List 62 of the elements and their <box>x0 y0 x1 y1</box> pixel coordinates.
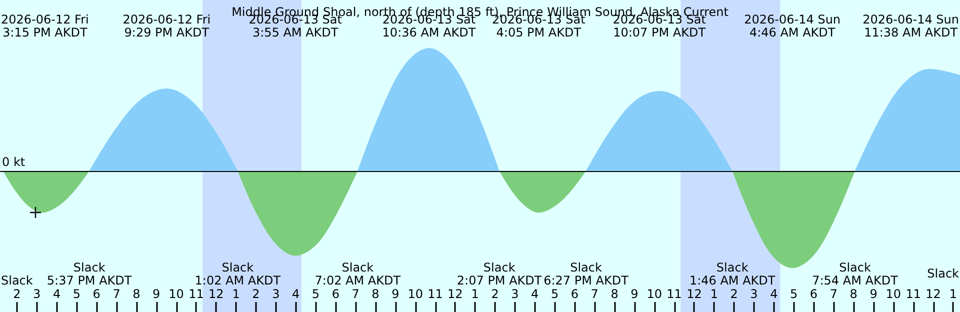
text: 2026-06-12 Fri 9:29 PM AKDT <box>122 12 211 40</box>
x-tick-label: 9 <box>152 287 160 301</box>
x-tick-label: 1 <box>949 287 958 301</box>
x-tick-label: 2 <box>491 287 499 301</box>
annotation: Slack 1:02 AM AKDT <box>194 260 282 288</box>
x-tick-label: 9 <box>870 287 878 301</box>
x-tick-label: 10 <box>646 287 662 301</box>
x-tick-label: 9 <box>392 287 400 301</box>
x-tick-label: 5 <box>790 287 798 301</box>
text: 2026-06-14 Sun 11:38 AM AKDT <box>862 12 960 40</box>
x-tick-label: 2 <box>13 287 21 301</box>
x-tick-label: 1 <box>710 287 718 301</box>
x-tick-label: 12 <box>926 287 941 301</box>
x-tick-label: 11 <box>188 287 204 301</box>
x-tick-label: 7 <box>830 287 838 301</box>
x-tick-label: 11 <box>428 287 443 301</box>
x-tick-label: 3 <box>511 287 519 301</box>
x-tick-label: 2 <box>730 287 738 301</box>
x-tick-label: 7 <box>352 287 360 301</box>
x-tick-label: 4 <box>531 287 539 301</box>
x-tick-label: 8 <box>850 287 858 301</box>
x-tick-label: 11 <box>906 287 921 301</box>
x-tick-label: 1 <box>471 287 479 301</box>
text: 2026-06-14 Sun 4:46 AM AKDT <box>744 12 841 40</box>
x-tick-label: 9 <box>630 287 638 301</box>
x-tick-label: 10 <box>886 287 902 301</box>
x-tick-label: 8 <box>610 287 618 301</box>
x-tick-label: 12 <box>208 287 224 301</box>
x-tick-label: 7 <box>112 287 120 301</box>
x-tick-label: 10 <box>408 287 423 301</box>
ref-line-label: 0 kt <box>2 154 26 169</box>
x-tick-label: 7 <box>590 287 598 301</box>
text: 2026-06-12 Fri 3:15 PM AKDT <box>0 12 89 40</box>
annotation: Slack 5:37 PM AKDT <box>46 260 132 288</box>
annotation: Slack 7:54 AM AKDT <box>812 260 899 288</box>
x-tick-label: 6 <box>570 287 579 301</box>
x-tick-label: 4 <box>52 287 61 301</box>
annotation: Slack 6:27 PM AKDT <box>544 260 630 288</box>
x-tick-label: 6 <box>332 287 340 301</box>
annotation: Slack <box>927 266 960 280</box>
x-tick-label: 8 <box>372 287 380 301</box>
x-tick-label: 5 <box>550 287 559 301</box>
x-tick-label: 4 <box>292 287 300 301</box>
x-tick-label: 8 <box>132 287 140 301</box>
x-tick-label: 6 <box>810 287 818 301</box>
x-tick-label: 5 <box>312 287 320 301</box>
x-tick-label: 12 <box>686 287 702 301</box>
annotation: Slack 1:46 AM AKDT <box>689 260 776 288</box>
text: Slack <box>0 274 33 288</box>
annotation: Slack 2:07 PM AKDT <box>456 260 542 288</box>
annotation: Slack 7:02 AM AKDT <box>314 260 402 288</box>
x-tick-label: 3 <box>272 287 280 301</box>
x-tick-label: 6 <box>92 287 100 301</box>
x-tick-label: 1 <box>232 287 240 301</box>
x-tick-label: 5 <box>72 287 81 301</box>
x-tick-label: 3 <box>750 287 758 301</box>
x-tick-label: 12 <box>448 287 463 301</box>
x-tick-label: 3 <box>33 287 41 301</box>
x-tick-label: 10 <box>168 287 184 301</box>
x-tick-label: 4 <box>770 287 778 301</box>
x-tick-label: 11 <box>666 287 682 301</box>
x-tick-label: 2 <box>252 287 260 301</box>
